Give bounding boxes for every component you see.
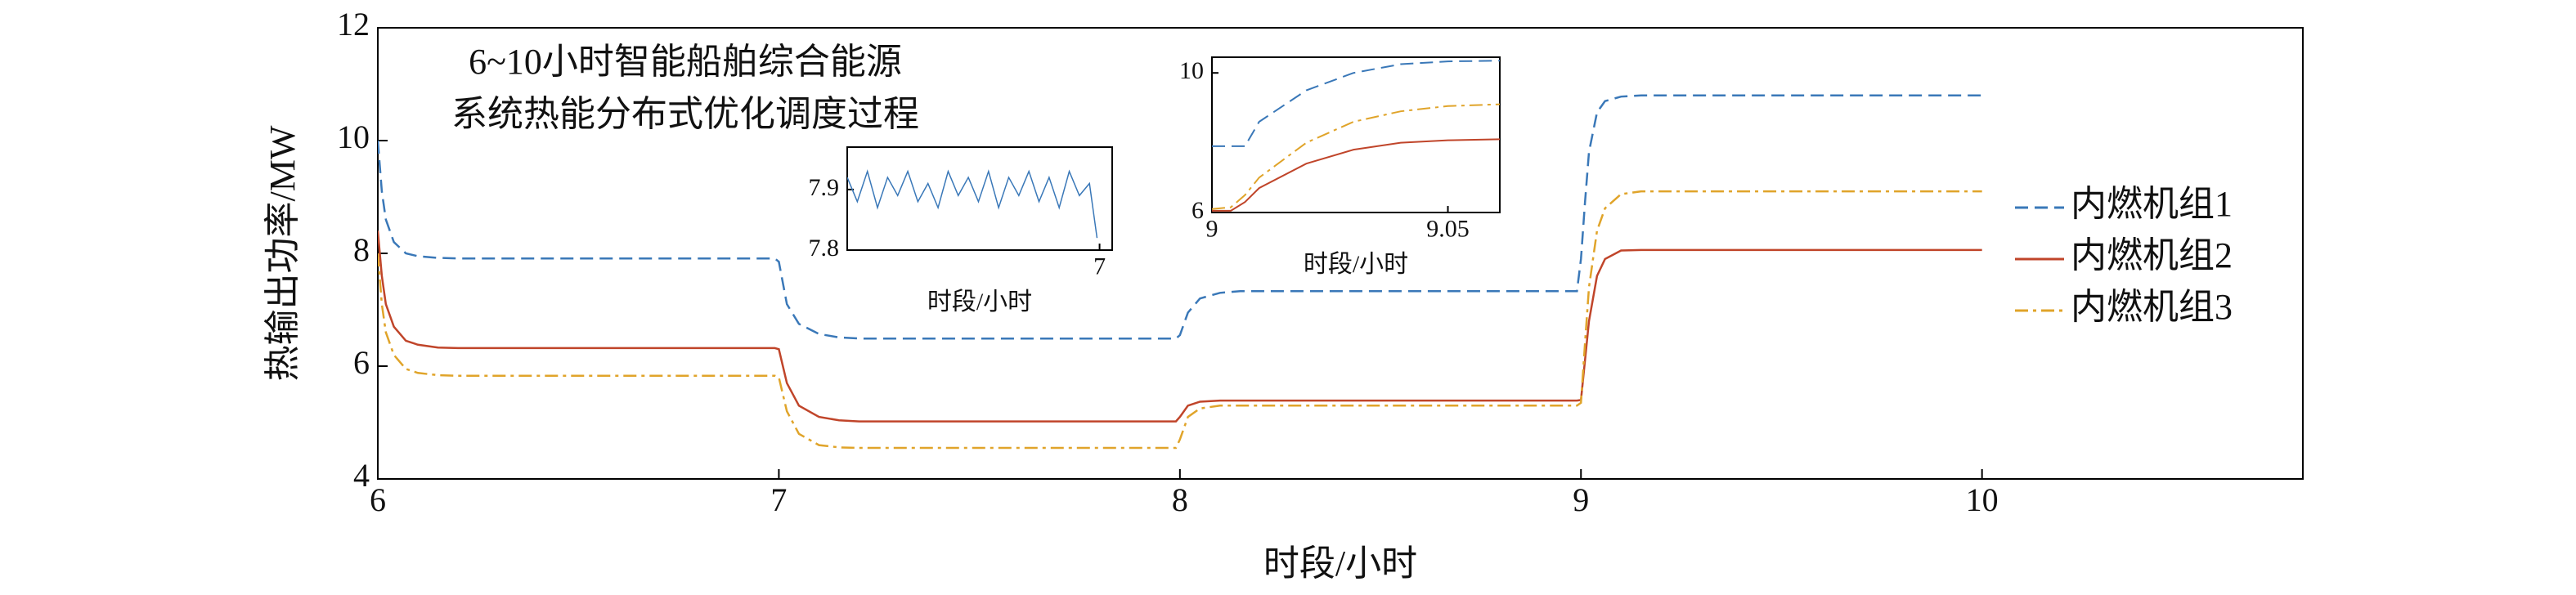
- x-tick-label: 6: [370, 481, 386, 518]
- y-tick-label: 7.8: [809, 235, 840, 262]
- series-line: [378, 190, 1982, 450]
- legend-label: 内燃机组1: [2071, 184, 2233, 224]
- series-line: [378, 230, 1982, 423]
- x-axis-label: 时段/小时: [927, 289, 1032, 315]
- series-line: [1212, 138, 1500, 212]
- y-tick-label: 8: [353, 231, 370, 268]
- x-tick-label: 10: [1966, 481, 1999, 518]
- y-tick-label: 4: [353, 457, 370, 494]
- plot-frame: [846, 146, 1113, 251]
- y-tick-label: 10: [337, 119, 370, 155]
- y-tick-label: 7.9: [809, 174, 840, 201]
- x-tick-label: 7: [770, 481, 787, 518]
- x-axis-label: 时段/小时: [1263, 544, 1417, 584]
- legend-label: 内燃机组3: [2071, 287, 2233, 327]
- y-tick-label: 6: [353, 344, 370, 381]
- y-tick-label: 6: [1192, 197, 1204, 224]
- plot-frame: [1211, 56, 1501, 213]
- y-axis-label: 热输出功率/MW: [263, 125, 303, 381]
- x-tick-label: 7: [1093, 253, 1106, 280]
- series-line: [378, 94, 1982, 340]
- series-line: [1212, 60, 1500, 147]
- x-tick-label: 9: [1573, 481, 1589, 518]
- annotation: 6~10小时智能船舶综合能源: [469, 42, 902, 82]
- x-axis-label: 时段/小时: [1304, 251, 1408, 278]
- x-tick-label: 8: [1172, 481, 1188, 518]
- x-tick-label: 9: [1206, 215, 1218, 242]
- annotation: 系统热能分布式优化调度过程: [451, 94, 919, 134]
- x-tick-label: 9.05: [1426, 215, 1470, 242]
- legend-label: 内燃机组2: [2071, 235, 2233, 275]
- series-line: [847, 169, 1098, 239]
- y-tick-label: 12: [337, 6, 370, 42]
- y-tick-label: 10: [1179, 57, 1204, 84]
